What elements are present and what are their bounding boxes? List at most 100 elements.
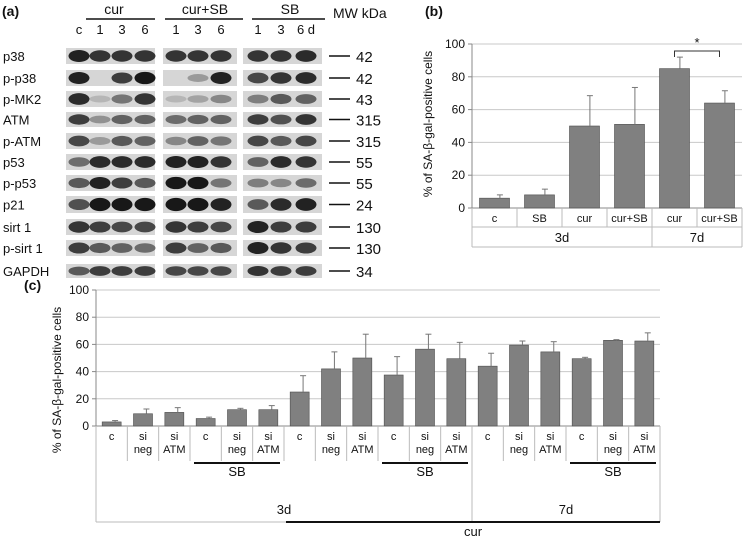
blot-row: p-ATM 315	[3, 133, 381, 151]
group-header-cur: cur	[104, 1, 124, 17]
lane-label: 6	[217, 22, 224, 37]
blot-band	[247, 114, 269, 125]
blot-band	[68, 266, 90, 276]
lane-label: 3	[118, 22, 125, 37]
blot-band	[295, 94, 317, 104]
category-label: c	[485, 431, 491, 443]
bar	[415, 348, 435, 427]
protein-label: p-p38	[3, 71, 36, 86]
category-label: si ATM	[163, 431, 185, 456]
category-label: cur+SB	[701, 213, 737, 225]
y-tick-label: 60	[452, 103, 466, 117]
category-label: cur+SB	[611, 213, 647, 225]
mw-value: 130	[356, 241, 381, 258]
blot-band	[111, 135, 133, 147]
mw-value: 315	[356, 113, 381, 130]
panel-b-bar-chart: (b) % of SA-β-gal-positive cells 0 20 40 60…	[421, 3, 743, 248]
blot-band	[210, 114, 232, 125]
blot-band	[68, 71, 90, 85]
blot-band	[89, 221, 111, 233]
blot-band	[134, 136, 156, 146]
y-tick-label: 20	[76, 392, 90, 406]
y-tick-label: 20	[452, 168, 466, 182]
bar	[258, 409, 279, 427]
blot-band	[210, 178, 232, 188]
mw-value: 42	[356, 71, 373, 88]
time-group-label: 3d	[555, 230, 569, 245]
blot-band	[89, 197, 111, 212]
time-group-label: 3d	[277, 502, 291, 517]
y-tick-label: 40	[452, 135, 466, 149]
lane-label: 1	[172, 22, 179, 37]
y-tick-label: 0	[458, 201, 465, 215]
category-label: si ATM	[257, 431, 279, 456]
bar	[446, 358, 467, 427]
category-label: si ATM	[633, 431, 655, 456]
y-tick-label: 0	[82, 419, 89, 433]
blot-band	[270, 242, 292, 254]
blot-band	[247, 199, 269, 210]
bar	[509, 344, 529, 427]
category-label: cur	[667, 213, 683, 225]
blot-band	[111, 94, 133, 104]
bar	[383, 374, 404, 427]
bar	[569, 125, 600, 209]
bar	[634, 340, 655, 427]
blot-band	[165, 50, 187, 62]
bar	[289, 391, 310, 427]
category-label: c	[109, 431, 115, 443]
blot-band	[187, 197, 209, 212]
blot-band	[68, 49, 90, 63]
blot-band	[295, 50, 317, 62]
blot-band	[210, 156, 232, 168]
blot-band	[111, 243, 133, 253]
category-label: c	[297, 431, 303, 443]
blot-band	[187, 243, 209, 253]
mw-value: 55	[356, 155, 373, 172]
category-label: si neg	[134, 431, 152, 456]
bar	[524, 194, 555, 209]
blot-band	[295, 266, 317, 276]
blot-band	[134, 177, 156, 189]
blot-band	[111, 114, 133, 125]
bar	[101, 421, 122, 427]
blot-band	[270, 156, 292, 168]
blot-band	[68, 135, 90, 147]
blot-band	[295, 114, 317, 125]
blot-row: p-MK2 43	[3, 91, 373, 109]
blot-row: p21 24	[3, 196, 373, 215]
time-group-label: 7d	[690, 230, 704, 245]
blot-band	[134, 221, 156, 233]
group-header-cur-sb: cur+SB	[182, 1, 228, 17]
blot-band	[187, 114, 209, 125]
blot-band	[247, 157, 269, 167]
blot-band	[111, 266, 133, 276]
cur-group-label: cur	[464, 524, 483, 539]
protein-label: p21	[3, 198, 25, 213]
blot-band	[89, 115, 111, 124]
mw-value: 55	[356, 176, 373, 193]
bar	[479, 197, 510, 209]
blot-band	[111, 197, 133, 212]
blot-row: GAPDH 34	[3, 264, 373, 281]
category-label: si neg	[322, 431, 340, 456]
blot-band	[247, 220, 269, 234]
panel-b-y-axis-label: % of SA-β-gal-positive cells	[421, 51, 435, 197]
blot-band	[270, 50, 292, 62]
blot-band	[270, 114, 292, 125]
bar	[321, 368, 341, 427]
mw-value: 130	[356, 220, 381, 237]
time-group-label: 7d	[559, 502, 573, 517]
blot-band	[89, 242, 111, 254]
blot-band	[210, 71, 232, 85]
mw-value: 24	[356, 198, 373, 215]
category-label: c	[391, 431, 397, 443]
category-label: si ATM	[351, 431, 373, 456]
blot-band	[210, 198, 232, 211]
category-label: si neg	[510, 431, 528, 456]
blot-band	[89, 266, 111, 276]
bar	[603, 340, 623, 427]
protein-label: p-sirt 1	[3, 241, 43, 256]
blot-band	[165, 197, 187, 212]
